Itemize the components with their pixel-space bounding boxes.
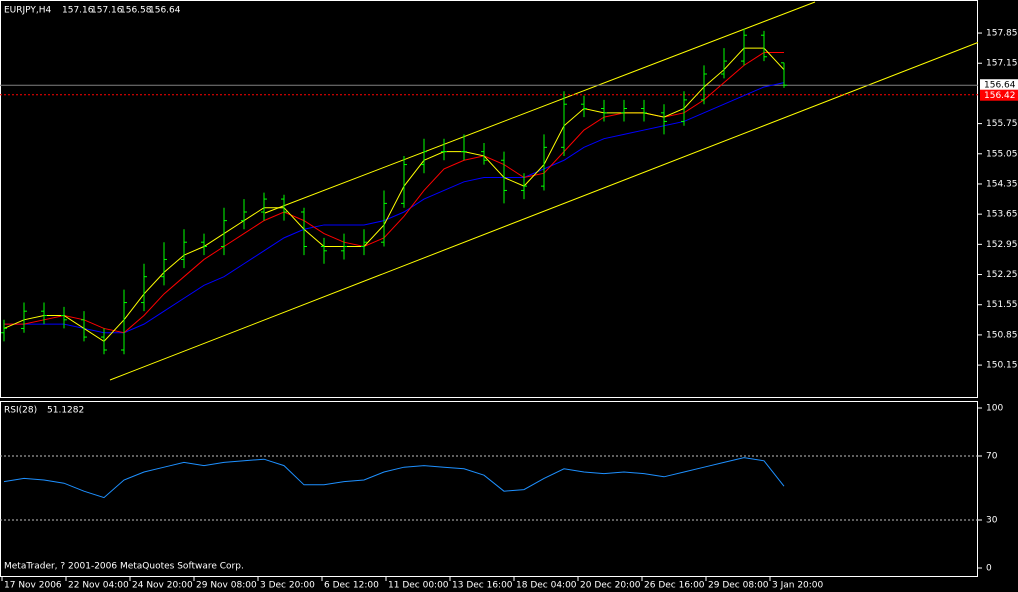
header-value: 157.16 bbox=[62, 6, 94, 16]
moving-average bbox=[4, 82, 785, 334]
x-tick-label: 13 Dec 16:00 bbox=[452, 581, 513, 591]
x-tick-label: 18 Dec 04:00 bbox=[516, 581, 577, 591]
header-value: 156.64 bbox=[149, 6, 181, 16]
x-tick-label: 26 Dec 16:00 bbox=[644, 581, 705, 591]
x-tick-label: 29 Dec 08:00 bbox=[708, 581, 769, 591]
copyright: MetaTrader, ? 2001-2006 MetaQuotes Softw… bbox=[4, 562, 244, 572]
rsi-pane bbox=[0, 401, 978, 577]
x-tick-label: 24 Nov 20:00 bbox=[132, 581, 193, 591]
x-tick-label: 6 Dec 12:00 bbox=[324, 581, 379, 591]
rsi-tick-label: 0 bbox=[986, 564, 992, 574]
rsi-tick-label: 70 bbox=[986, 452, 998, 462]
y-tick-label: 157.15 bbox=[986, 59, 1018, 69]
y-tick-label: 155.75 bbox=[986, 119, 1018, 129]
rsi-tick-label: 100 bbox=[986, 404, 1003, 414]
channel-lower bbox=[109, 41, 978, 381]
level-box bbox=[980, 89, 1018, 101]
level-label: 156.42 bbox=[984, 91, 1016, 101]
y-tick-label: 152.25 bbox=[986, 270, 1018, 280]
y-tick-label: 150.15 bbox=[986, 361, 1018, 371]
rsi-label: RSI(28) bbox=[4, 406, 37, 416]
rsi-tick-label: 30 bbox=[986, 516, 998, 526]
price-label: 156.64 bbox=[984, 81, 1016, 91]
y-tick-label: 151.55 bbox=[986, 300, 1018, 310]
price-pane bbox=[0, 0, 978, 398]
y-tick-label: 150.85 bbox=[986, 330, 1018, 340]
x-tick-label: 17 Nov 2006 bbox=[4, 581, 62, 591]
x-tick-label: 20 Dec 20:00 bbox=[580, 581, 641, 591]
x-tick-label: 11 Dec 00:00 bbox=[388, 581, 449, 591]
header-value: 156.58 bbox=[120, 6, 152, 16]
symbol: EURJPY,H4 bbox=[4, 6, 52, 16]
price-box bbox=[980, 79, 1018, 91]
y-tick-label: 154.35 bbox=[986, 179, 1018, 189]
rsi-value: 51.1282 bbox=[47, 406, 84, 416]
y-tick-label: 157.85 bbox=[986, 29, 1018, 39]
y-tick-label: 155.05 bbox=[986, 149, 1018, 159]
rsi-line bbox=[3, 457, 785, 499]
moving-average bbox=[3, 47, 785, 343]
channel-upper bbox=[264, 1, 816, 214]
x-tick-label: 3 Dec 20:00 bbox=[260, 581, 315, 591]
header-value: 157.16 bbox=[91, 6, 123, 16]
x-tick-label: 3 Jan 20:00 bbox=[772, 581, 824, 591]
y-tick-label: 153.65 bbox=[986, 210, 1018, 220]
marks bbox=[0, 28, 978, 355]
channel bbox=[109, 1, 978, 381]
x-tick-label: 22 Nov 04:00 bbox=[68, 581, 129, 591]
y-tick-label: 152.95 bbox=[986, 240, 1018, 250]
x-tick-label: 29 Nov 08:00 bbox=[196, 581, 257, 591]
